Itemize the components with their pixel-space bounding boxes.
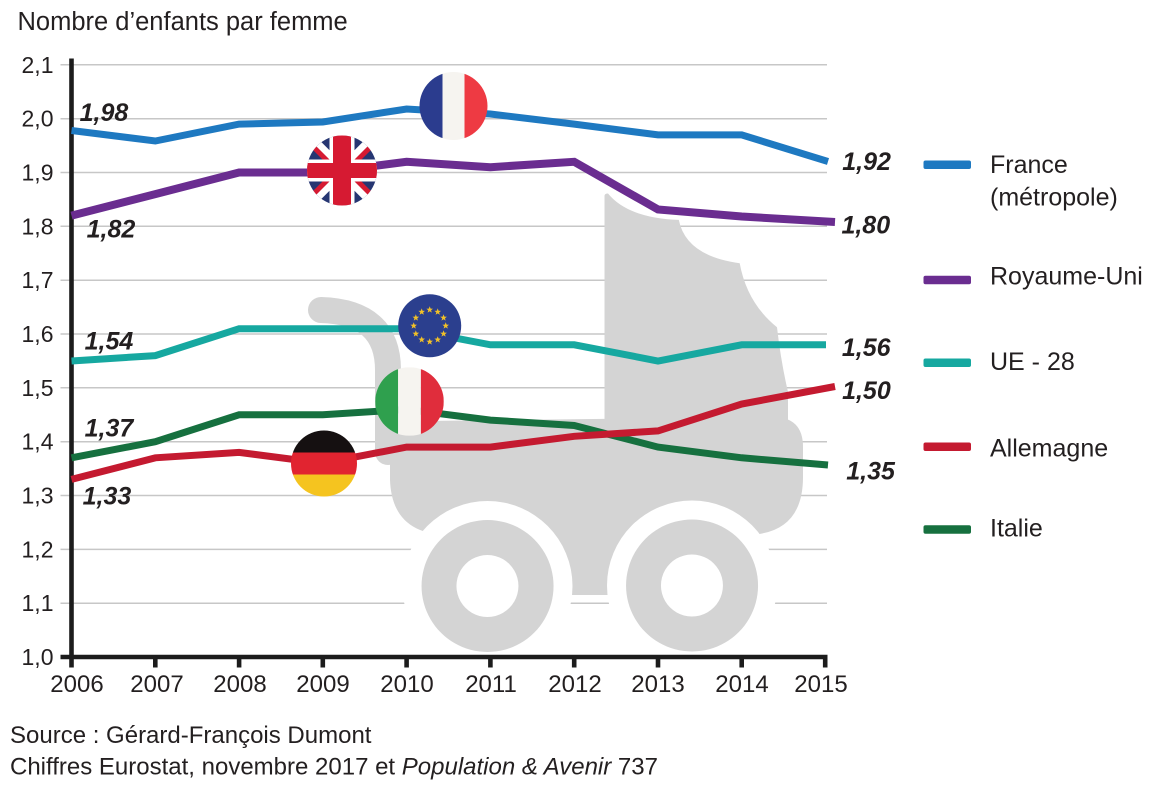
svg-text:Royaume-Uni: Royaume-Uni	[990, 263, 1143, 291]
svg-text:1,5: 1,5	[22, 375, 54, 401]
svg-text:1,9: 1,9	[22, 160, 54, 186]
svg-text:2012: 2012	[548, 671, 601, 698]
svg-text:1,2: 1,2	[22, 536, 54, 562]
svg-text:1,92: 1,92	[842, 148, 891, 176]
svg-text:2013: 2013	[631, 671, 684, 698]
svg-text:1,56: 1,56	[842, 334, 892, 362]
svg-text:2009: 2009	[296, 671, 349, 698]
svg-text:1,37: 1,37	[85, 415, 135, 443]
svg-text:2,1: 2,1	[22, 52, 54, 78]
svg-text:2011: 2011	[465, 671, 517, 698]
svg-text:1,80: 1,80	[841, 211, 890, 239]
svg-text:1,35: 1,35	[846, 457, 896, 485]
svg-text:UE - 28: UE - 28	[990, 348, 1075, 376]
svg-text:2014: 2014	[715, 671, 768, 698]
svg-text:1,54: 1,54	[85, 328, 134, 356]
svg-text:2007: 2007	[130, 671, 183, 698]
svg-text:1,8: 1,8	[22, 213, 54, 239]
svg-text:1,6: 1,6	[22, 321, 54, 347]
svg-text:2010: 2010	[380, 671, 433, 698]
svg-text:Allemagne: Allemagne	[990, 434, 1108, 462]
svg-text:1,98: 1,98	[80, 99, 129, 127]
svg-text:Chiffres Eurostat, novembre 20: Chiffres Eurostat, novembre 2017 et Popu…	[10, 754, 658, 781]
svg-text:Nombre d’enfants par femme: Nombre d’enfants par femme	[18, 8, 348, 36]
svg-text:1,0: 1,0	[22, 644, 54, 670]
svg-text:1,50: 1,50	[842, 377, 891, 405]
svg-text:2,0: 2,0	[22, 106, 54, 132]
svg-text:(métropole): (métropole)	[990, 184, 1118, 212]
svg-text:France: France	[990, 151, 1068, 179]
svg-text:2006: 2006	[50, 671, 103, 698]
svg-text:1,82: 1,82	[87, 216, 136, 244]
svg-text:1,4: 1,4	[22, 429, 54, 455]
svg-text:1,33: 1,33	[83, 483, 132, 511]
svg-text:Source : Gérard-François Dumon: Source : Gérard-François Dumont	[10, 722, 372, 749]
svg-text:1,3: 1,3	[22, 483, 54, 509]
svg-text:2008: 2008	[213, 671, 266, 698]
svg-text:1,1: 1,1	[22, 590, 54, 616]
svg-text:Italie: Italie	[990, 515, 1043, 543]
svg-text:1,7: 1,7	[22, 267, 54, 293]
svg-text:2015: 2015	[794, 671, 847, 698]
